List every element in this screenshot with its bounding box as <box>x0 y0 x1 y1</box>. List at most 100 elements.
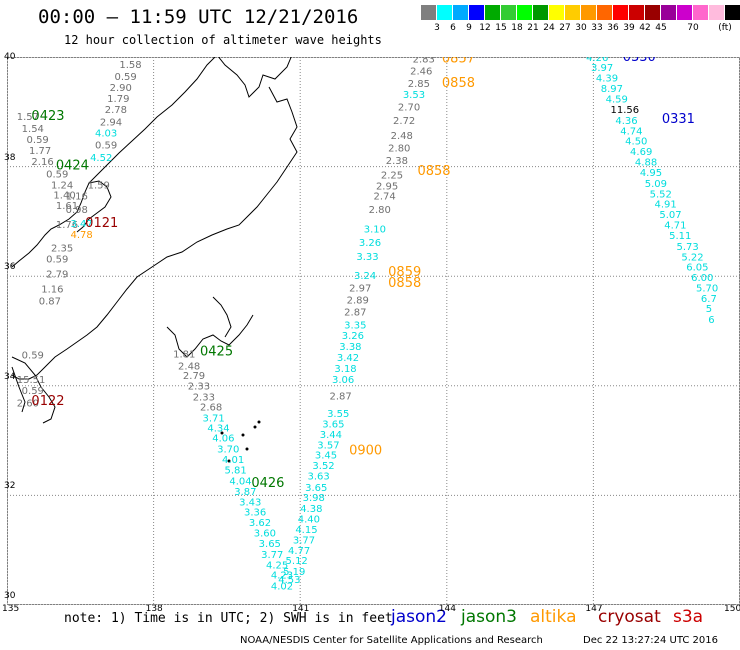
island-dot <box>227 459 231 463</box>
scale-tick: 33 <box>591 23 603 33</box>
longitude-label: 144 <box>438 604 456 614</box>
wave-height-label: 1.79 <box>107 94 129 105</box>
wave-height-label: 15.51 <box>17 375 46 386</box>
scale-swatch <box>453 5 469 20</box>
pass-time-label: 0122 <box>31 394 64 409</box>
color-scale-legend: 3 6 9 12 15 18 21 24 27 30 33 36 39 42 45 70 (ft) <box>421 5 740 37</box>
wave-height-label: 5.11 <box>669 231 691 242</box>
wave-height-label: 6 <box>708 315 714 326</box>
wave-height-label: 2.46 <box>410 67 432 78</box>
coastline-izu <box>166 314 254 358</box>
wave-height-label: 4.74 <box>620 126 642 137</box>
coastline-honshu-east <box>217 57 292 98</box>
wave-height-label: 3.60 <box>254 529 276 540</box>
latitude-label: 36 <box>4 262 16 273</box>
latitude-label: 40 <box>4 52 16 62</box>
wave-height-label: 4.69 <box>630 147 652 158</box>
wave-height-label: 2.60 <box>17 399 39 410</box>
scale-unit: (ft) <box>718 23 732 33</box>
wave-height-label: 0.98 <box>66 205 88 216</box>
scale-tick: 21 <box>527 23 539 33</box>
wave-height-label: 3.42 <box>337 353 359 364</box>
wave-height-label: 3.98 <box>303 493 325 504</box>
wave-height-label: 3.36 <box>244 508 266 519</box>
wave-height-label: 3.47 <box>71 219 93 230</box>
island-dot <box>253 425 257 429</box>
wave-height-label: 4.50 <box>625 137 647 148</box>
wave-height-label: 3.57 <box>317 440 339 451</box>
wave-height-label: 3.26 <box>359 238 381 249</box>
wave-height-label: 2.97 <box>349 284 371 295</box>
pass-time-label: 0900 <box>349 443 382 458</box>
longitude-label: 147 <box>585 604 603 614</box>
scale-swatch <box>565 5 581 20</box>
scale-tick: 30 <box>575 23 587 33</box>
wave-height-label: 2.16 <box>31 157 53 168</box>
island-dot <box>220 431 224 435</box>
wave-height-label: 5.81 <box>224 465 246 476</box>
wave-height-label: 3.18 <box>334 364 356 375</box>
scale-tick: 45 <box>655 23 667 33</box>
wave-height-label: 2.87 <box>330 392 352 403</box>
wave-height-label: 4.15 <box>295 525 317 536</box>
scale-swatch <box>597 5 613 20</box>
wave-height-label: 3.06 <box>332 375 354 386</box>
wave-height-label: 5.52 <box>650 189 672 200</box>
wave-height-label: 5.70 <box>696 284 718 295</box>
page-title: 00:00 — 11:59 UTC 12/21/2016 <box>38 6 359 28</box>
wave-height-label: 4.95 <box>640 168 662 179</box>
wave-height-label: 0.87 <box>39 297 61 308</box>
satellite-legend-jason3: jason3 <box>461 607 517 627</box>
wave-height-label: 1.57 <box>17 112 39 123</box>
wave-height-label: 3.38 <box>339 342 361 353</box>
wave-height-label: 4.03 <box>95 128 117 139</box>
wave-height-label: 2.35 <box>51 244 73 255</box>
wave-height-label: 1.16 <box>41 285 63 296</box>
pass-time-label: 0424 <box>56 158 89 173</box>
latitude-label: 38 <box>4 152 16 163</box>
wave-height-label: 1.76 <box>56 220 78 231</box>
island-dot <box>245 447 249 451</box>
scale-swatch <box>661 5 677 20</box>
wave-height-label: 3.55 <box>327 409 349 420</box>
scale-swatch <box>677 5 693 20</box>
wave-height-label: 2.79 <box>183 371 205 382</box>
wave-height-label: 0.59 <box>22 386 44 397</box>
wave-height-label: 3.70 <box>217 445 239 456</box>
wave-height-label: 4.53 <box>278 575 300 586</box>
wave-height-label: 4.25 <box>266 560 288 571</box>
satellite-legend-cryosat: cryosat <box>598 607 661 627</box>
wave-height-label: 2.48 <box>178 361 200 372</box>
pass-time-label: 0426 <box>251 476 284 491</box>
wave-height-label: 4.34 <box>207 423 229 434</box>
wave-height-label: 5 <box>706 304 712 315</box>
wave-height-label: 5.73 <box>676 242 698 253</box>
wave-height-label: 2.33 <box>188 382 210 393</box>
coastline <box>11 57 298 424</box>
wave-height-label: 4.02 <box>271 582 293 593</box>
wave-height-label: 4.52 <box>90 153 112 164</box>
wave-height-label: 0.59 <box>46 170 68 181</box>
wave-height-label: 3.26 <box>342 331 364 342</box>
scale-tick: 3 <box>434 23 440 33</box>
scale-swatch <box>533 5 549 20</box>
scale-swatch <box>549 5 565 20</box>
wave-height-label: 0.59 <box>95 141 117 152</box>
credit-line: NOAA/NESDIS Center for Satellite Applica… <box>240 635 543 646</box>
scale-tick: 36 <box>607 23 619 33</box>
scale-tick: 6 <box>450 23 456 33</box>
scale-swatch <box>581 5 597 20</box>
page-subtitle: 12 hour collection of altimeter wave hei… <box>64 33 382 47</box>
scale-tick: 15 <box>495 23 507 33</box>
scale-swatch <box>501 5 517 20</box>
wave-height-label: 3.65 <box>305 483 327 494</box>
wave-height-label: 4.39 <box>596 74 618 85</box>
wave-height-label: 2.33 <box>193 393 215 404</box>
units-note: note: 1) Time is in UTC; 2) SWH is in fe… <box>64 611 393 626</box>
wave-height-label: 1.77 <box>29 146 51 157</box>
satellite-legend-s3a: s3a <box>673 607 704 627</box>
scale-swatch <box>469 5 485 20</box>
wave-height-label: 5.19 <box>283 567 305 578</box>
wave-height-label: 5.07 <box>659 210 681 221</box>
wave-height-label: 3.43 <box>239 497 261 508</box>
